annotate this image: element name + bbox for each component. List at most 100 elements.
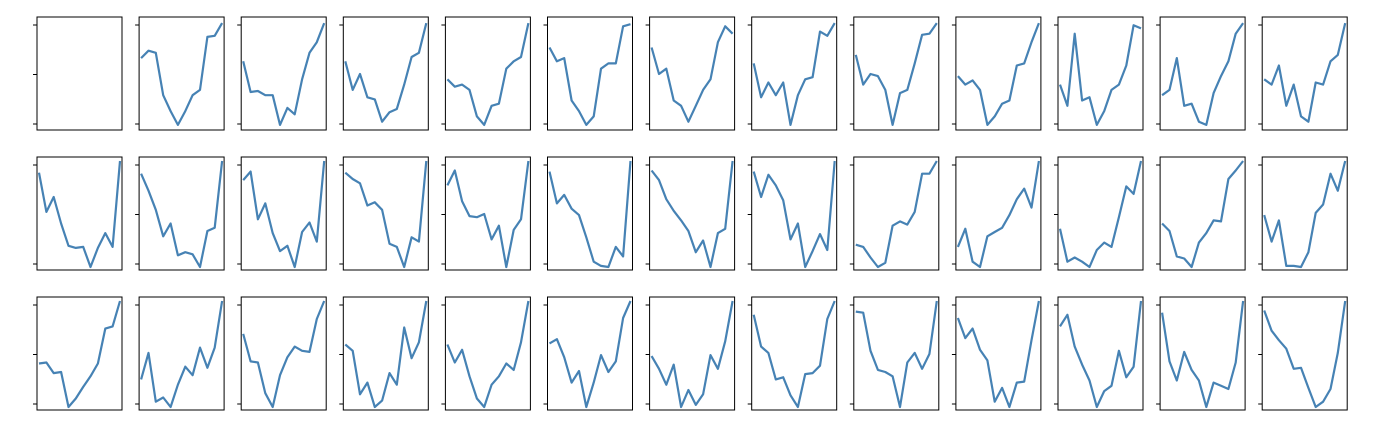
axes-frame (1159, 156, 1246, 271)
subplot-38 (1156, 296, 1246, 411)
series-line (446, 22, 530, 127)
series-line (1058, 160, 1143, 269)
subplot-19 (543, 156, 633, 271)
axes-frame (1261, 16, 1348, 131)
series-line (854, 22, 938, 127)
subplot-34 (747, 296, 838, 411)
axes-frame (1057, 156, 1144, 271)
subplot-7 (645, 16, 736, 131)
series-line (1161, 300, 1245, 409)
subplot-13 (1258, 16, 1348, 131)
axes-frame (649, 16, 736, 131)
axes-frame (240, 156, 327, 271)
subplot-14 (33, 156, 123, 271)
subplot-8 (747, 16, 838, 131)
subplot-28 (135, 296, 225, 411)
subplot-5 (441, 16, 531, 131)
series-line (650, 25, 734, 123)
series-line (242, 22, 326, 127)
subplot-26 (1258, 156, 1348, 271)
axes-frame (751, 296, 838, 411)
series-line (446, 300, 530, 409)
axes-frame (444, 156, 531, 271)
subplot-12 (1156, 16, 1246, 131)
series-line (140, 300, 224, 409)
axes-frame (1261, 156, 1348, 271)
axes-frame (1159, 16, 1246, 131)
axes-frame (547, 156, 633, 271)
subplot-15 (135, 156, 225, 271)
axes-frame (853, 296, 940, 411)
series-line (1161, 160, 1244, 269)
subplot-25 (1156, 156, 1246, 271)
axes-frame (444, 296, 531, 411)
axes-frame (240, 296, 327, 411)
series-line (752, 300, 836, 409)
subplot-9 (849, 16, 940, 131)
axes-frame (240, 16, 327, 131)
axes-frame (751, 16, 838, 131)
series-line (548, 160, 632, 269)
subplot-24 (1054, 156, 1144, 271)
series-line (752, 22, 836, 127)
axes-frame (36, 156, 123, 271)
subplot-33 (645, 296, 736, 411)
subplot-29 (237, 296, 327, 411)
subplot-3 (237, 16, 327, 131)
series-line (957, 22, 1040, 127)
axes-frame (138, 16, 225, 131)
axes-frame (342, 156, 429, 271)
axes-frame (751, 156, 838, 271)
subplot-1 (33, 16, 123, 131)
series-line (650, 160, 734, 269)
series-line (1058, 24, 1142, 127)
subplot-27 (33, 296, 123, 411)
subplot-21 (747, 156, 838, 271)
axes-frame (547, 16, 633, 131)
series-line (446, 160, 530, 269)
subplot-16 (237, 156, 327, 271)
series-line (1263, 22, 1347, 123)
series-line (140, 160, 224, 269)
subplot-18 (441, 156, 531, 271)
axes-frame (1057, 296, 1144, 411)
subplot-31 (441, 296, 531, 411)
series-line (548, 300, 632, 409)
axes-frame (955, 16, 1042, 131)
subplot-30 (339, 296, 429, 411)
axes-frame (853, 16, 940, 131)
subplot-11 (1054, 16, 1144, 131)
axes-frame (444, 16, 531, 131)
series-line (242, 160, 326, 269)
series-line (855, 300, 938, 409)
subplot-36 (951, 296, 1042, 411)
series-line (1263, 160, 1347, 269)
axes-frame (853, 156, 940, 271)
subplot-6 (543, 16, 633, 131)
subplot-39 (1258, 296, 1348, 411)
series-line (242, 300, 326, 409)
subplot-2 (135, 16, 225, 131)
subplot-4 (339, 16, 429, 131)
series-line (548, 23, 631, 127)
axes-frame (138, 296, 225, 411)
series-line (1161, 22, 1245, 127)
series-line (956, 300, 1040, 409)
series-line (855, 160, 938, 269)
axes-frame (342, 16, 429, 131)
subplot-22 (849, 156, 940, 271)
axes-frame (138, 156, 225, 271)
subplot-10 (951, 16, 1042, 131)
series-line (37, 160, 122, 269)
subplot-35 (849, 296, 940, 411)
series-line (38, 300, 122, 409)
subplot-17 (339, 156, 429, 271)
axes-frame (1057, 16, 1144, 131)
series-line (344, 300, 428, 409)
axes-frame (649, 296, 736, 411)
axes-frame (1261, 296, 1348, 411)
series-line (1059, 300, 1143, 409)
subplot-32 (543, 296, 633, 411)
series-line (344, 160, 428, 269)
axes-frame (36, 16, 123, 131)
